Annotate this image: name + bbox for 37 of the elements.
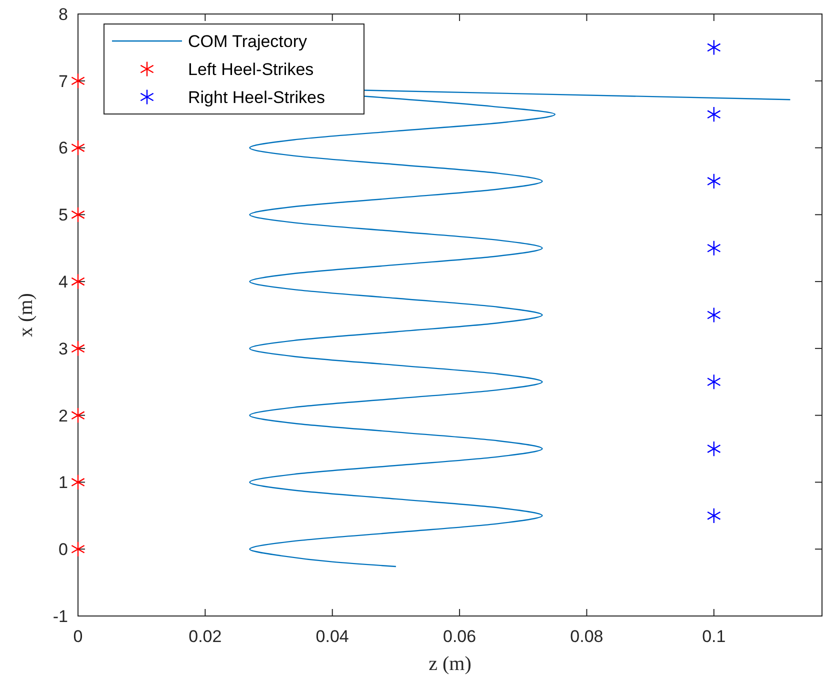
- x-tick-label: 0.06: [442, 627, 476, 646]
- y-axis-title: x (m): [15, 293, 37, 337]
- x-tick-label: 0.04: [316, 627, 349, 646]
- point: [71, 140, 85, 156]
- legend-label: COM Trajectory: [188, 32, 308, 51]
- point: [706, 508, 721, 524]
- point: [71, 474, 85, 490]
- point: [71, 206, 85, 223]
- y-tick-label: 6: [58, 138, 68, 158]
- y-tick-label: 4: [58, 272, 68, 292]
- y-tick-label: 8: [58, 4, 68, 24]
- x-axis-title: z (m): [428, 653, 472, 675]
- legend-label: Right Heel-Strikes: [188, 88, 325, 107]
- point: [71, 541, 85, 558]
- point: [71, 407, 85, 424]
- point: [71, 274, 85, 290]
- y-tick-label: 7: [58, 72, 68, 91]
- point: [706, 40, 721, 56]
- point: [706, 374, 721, 390]
- point: [706, 173, 721, 190]
- x-tick-label: 0.1: [702, 627, 726, 646]
- y-tick-label: 0: [58, 540, 68, 560]
- y-tick-label: 5: [58, 206, 68, 225]
- x-tick-label: 0.08: [570, 627, 604, 646]
- point: [706, 440, 721, 457]
- point: [71, 72, 85, 89]
- y-tick-label: -1: [52, 606, 68, 626]
- legend-label: Left Heel-Strikes: [188, 60, 314, 79]
- y-tick-label: 2: [58, 406, 68, 426]
- point: [71, 340, 85, 356]
- point: [706, 240, 721, 256]
- x-tick-label: 0.02: [188, 627, 222, 646]
- point: [706, 307, 721, 323]
- x-tick-label: 0: [73, 627, 83, 646]
- y-tick-label: 1: [58, 473, 68, 492]
- y-tick-label: 3: [58, 339, 68, 358]
- point: [706, 106, 721, 122]
